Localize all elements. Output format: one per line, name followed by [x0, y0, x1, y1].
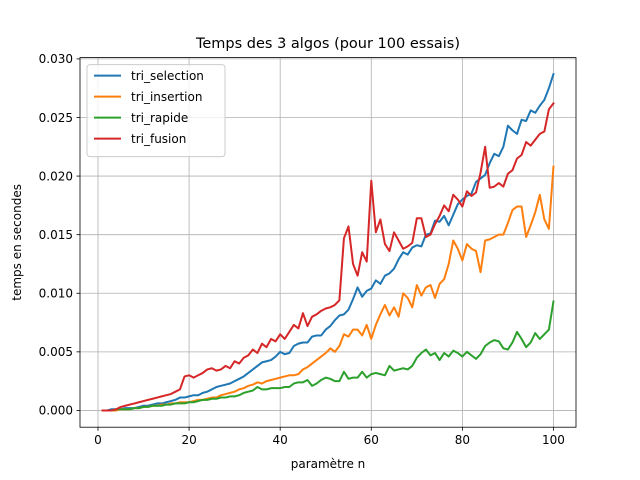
legend-label-tri-fusion: tri_fusion [131, 132, 186, 146]
y-tick-label: 0.005 [39, 345, 73, 359]
y-tick-label: 0.010 [39, 287, 73, 301]
legend-label-tri-rapide: tri_rapide [131, 111, 188, 125]
y-tick-label: 0.015 [39, 228, 73, 242]
legend: tri_selection tri_insertion tri_rapide tri_… [86, 64, 226, 158]
legend-box [86, 64, 226, 158]
x-tick-label: 0 [94, 433, 102, 447]
x-axis-label: paramètre n [291, 457, 366, 471]
x-tick-label: 60 [364, 433, 379, 447]
y-tick-label: 0.025 [39, 111, 73, 125]
x-tick-label: 80 [455, 433, 470, 447]
y-tick-label: 0.020 [39, 169, 73, 183]
y-axis-label: temps en secondes [10, 184, 24, 301]
series-line-tri-rapide [101, 300, 555, 412]
y-tick-label: 0.030 [39, 52, 73, 66]
x-tick-label: 40 [273, 433, 288, 447]
y-tick-label: 0.000 [39, 404, 73, 418]
x-tick-label: 100 [542, 433, 565, 447]
plot-area-frame [79, 57, 577, 428]
series-line-tri-fusion [101, 102, 555, 412]
series-layer [101, 72, 555, 412]
chart-title: Temps des 3 algos (pour 100 essais) [195, 36, 460, 52]
x-tick-label: 20 [181, 433, 196, 447]
axis-ticks: 0 20 40 60 80 100 0.000 0.005 0.010 0.015 0.020 0.0… [39, 52, 565, 447]
grid-lines [80, 57, 576, 428]
legend-label-tri-insertion: tri_insertion [131, 90, 202, 104]
legend-label-tri-selection: tri_selection [131, 69, 204, 83]
